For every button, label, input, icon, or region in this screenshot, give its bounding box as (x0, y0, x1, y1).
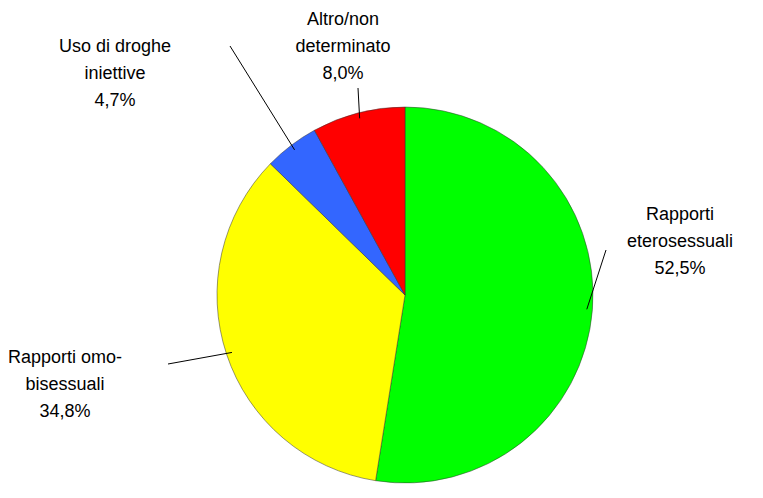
svg-text:Altro/nondeterminato8,0%: Altro/nondeterminato8,0% (295, 9, 390, 83)
svg-text:Rapportieterosessuali52,5%: Rapportieterosessuali52,5% (627, 204, 733, 278)
svg-text:Rapporti omo-bisessuali34,8%: Rapporti omo-bisessuali34,8% (8, 347, 122, 421)
svg-text:Uso di drogheiniettive4,7%: Uso di drogheiniettive4,7% (59, 36, 171, 110)
